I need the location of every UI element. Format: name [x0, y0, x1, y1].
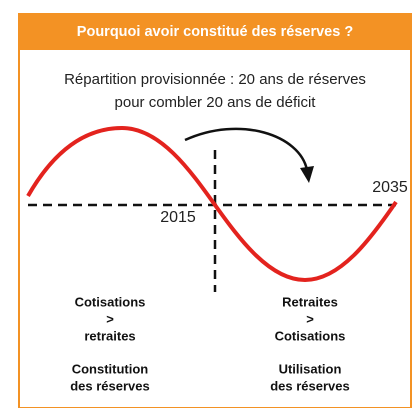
left-text: > [106, 311, 114, 326]
left-text: Cotisations [75, 294, 146, 309]
right-text: Cotisations [275, 328, 346, 343]
right-text: Retraites [282, 294, 338, 309]
subtitle: pour combler 20 ans de déficit [115, 94, 317, 111]
sine-curve [26, 125, 398, 283]
label-start: 2015 [160, 209, 196, 226]
left-result: Constitution [72, 361, 149, 376]
label-end: 2035 [372, 179, 408, 196]
subtitle: Répartition provisionnée : 20 ans de rés… [64, 71, 366, 88]
arrow-head [300, 166, 314, 183]
arrow [184, 127, 309, 171]
right-text: > [306, 311, 314, 326]
header-title: Pourquoi avoir constitué des réserves ? [77, 24, 354, 40]
left-result: des réserves [70, 378, 150, 393]
right-result: des réserves [270, 378, 350, 393]
left-text: retraites [84, 328, 135, 343]
header-bar [18, 14, 412, 50]
right-result: Utilisation [279, 361, 342, 376]
